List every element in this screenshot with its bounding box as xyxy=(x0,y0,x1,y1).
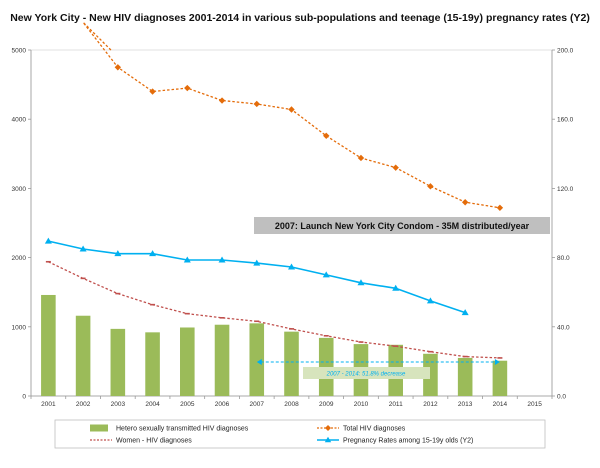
y-right-tick-label: 200.0 xyxy=(557,48,574,55)
decrease-arrow-head-left xyxy=(256,359,262,365)
triangle-marker xyxy=(461,309,469,316)
bar xyxy=(41,294,56,396)
bar xyxy=(180,327,195,396)
x-tick-label: 2004 xyxy=(145,401,160,408)
x-tick-label: 2015 xyxy=(527,401,542,408)
y-right-tick-label: 160.0 xyxy=(557,117,574,124)
chart-annotations: 2007: Launch New York City Condom - 35M … xyxy=(254,217,550,379)
triangle-marker xyxy=(44,237,52,244)
diamond-marker xyxy=(427,183,434,190)
y-left-tick-label: 3000 xyxy=(12,186,27,193)
bar xyxy=(318,337,334,396)
legend-label: Pregnancy Rates among 15-19y olds (Y2) xyxy=(343,438,473,445)
y-right-tick-label: 80.0 xyxy=(557,255,570,262)
y-left-tick-label: 4000 xyxy=(12,117,27,124)
bar xyxy=(492,360,508,396)
legend-swatch-bar xyxy=(90,424,108,432)
bar xyxy=(457,357,473,396)
diamond-marker xyxy=(392,164,399,171)
x-tick-label: 2007 xyxy=(250,401,265,408)
x-tick-label: 2014 xyxy=(493,401,508,408)
x-tick-label: 2011 xyxy=(389,401,403,408)
triangle-marker xyxy=(288,263,295,270)
triangle-marker xyxy=(114,250,122,257)
x-tick-label: 2009 xyxy=(319,401,334,408)
diamond-marker xyxy=(184,84,191,92)
triangle-marker xyxy=(322,271,330,278)
x-tick-label: 2010 xyxy=(354,401,369,408)
y-left-tick-label: 0 xyxy=(22,394,26,401)
diamond-marker xyxy=(357,154,365,162)
chart-legend: Hetero sexually transmitted HIV diagnose… xyxy=(54,419,546,449)
y-right-tick-label: 0.0 xyxy=(557,394,566,401)
decrease-annotation-box xyxy=(303,367,430,379)
triangle-marker xyxy=(392,284,400,291)
bar xyxy=(145,332,160,396)
bar xyxy=(110,328,126,396)
legend-label: Women - HIV diagnoses xyxy=(116,438,192,445)
series-line xyxy=(48,240,466,314)
x-tick-label: 2003 xyxy=(111,401,126,408)
x-tick-label: 2005 xyxy=(180,401,195,408)
y-right-tick-label: 40.0 xyxy=(557,324,570,331)
launch-annotation-text: 2007: Launch New York City Condom - 35M … xyxy=(275,221,530,231)
bar xyxy=(423,353,438,396)
legend-swatch-marker xyxy=(324,436,332,443)
legend-box xyxy=(54,419,546,449)
legend-label: Total HIV diagnoses xyxy=(343,426,406,433)
diamond-marker xyxy=(149,88,156,95)
y-left-tick-label: 5000 xyxy=(12,48,27,55)
triangle-marker xyxy=(426,297,434,304)
triangle-marker xyxy=(79,245,87,252)
triangle-marker xyxy=(183,256,191,263)
x-tick-label: 2008 xyxy=(284,401,299,408)
diamond-marker xyxy=(496,204,504,211)
line-series xyxy=(44,21,504,359)
diamond-marker xyxy=(323,132,330,140)
bar xyxy=(75,315,91,396)
triangle-marker xyxy=(357,279,365,286)
triangle-marker xyxy=(253,259,261,266)
bar-series xyxy=(41,294,508,396)
x-tick-label: 2006 xyxy=(215,401,230,408)
diamond-marker xyxy=(461,199,469,206)
x-tick-label: 2001 xyxy=(41,401,56,408)
legend-swatch-marker xyxy=(325,425,331,431)
triangle-marker xyxy=(218,256,226,263)
diamond-marker xyxy=(218,97,226,104)
legend-label: Hetero sexually transmitted HIV diagnose… xyxy=(116,426,249,433)
bar xyxy=(284,331,299,396)
diamond-marker xyxy=(114,64,122,71)
x-tick-label: 2002 xyxy=(76,401,91,408)
triangle-marker xyxy=(149,250,157,257)
decrease-arrow-head-right xyxy=(494,359,500,365)
diamond-marker xyxy=(288,106,295,113)
launch-annotation-box xyxy=(254,217,550,234)
series-line xyxy=(48,261,500,359)
chart-title: New York City - New HIV diagnoses 2001-2… xyxy=(10,12,590,24)
bar xyxy=(214,324,230,396)
y-right-tick-label: 120.0 xyxy=(557,186,574,193)
diamond-marker xyxy=(253,100,260,108)
x-tick-label: 2013 xyxy=(458,401,473,408)
x-tick-label: 2012 xyxy=(423,401,438,408)
y-left-tick-label: 2000 xyxy=(12,255,27,262)
bar xyxy=(249,323,265,396)
series-line xyxy=(82,21,501,209)
y-left-tick-label: 1000 xyxy=(12,324,27,331)
decrease-annotation-text: 2007 - 2014: 51.8% decrease xyxy=(326,372,406,378)
